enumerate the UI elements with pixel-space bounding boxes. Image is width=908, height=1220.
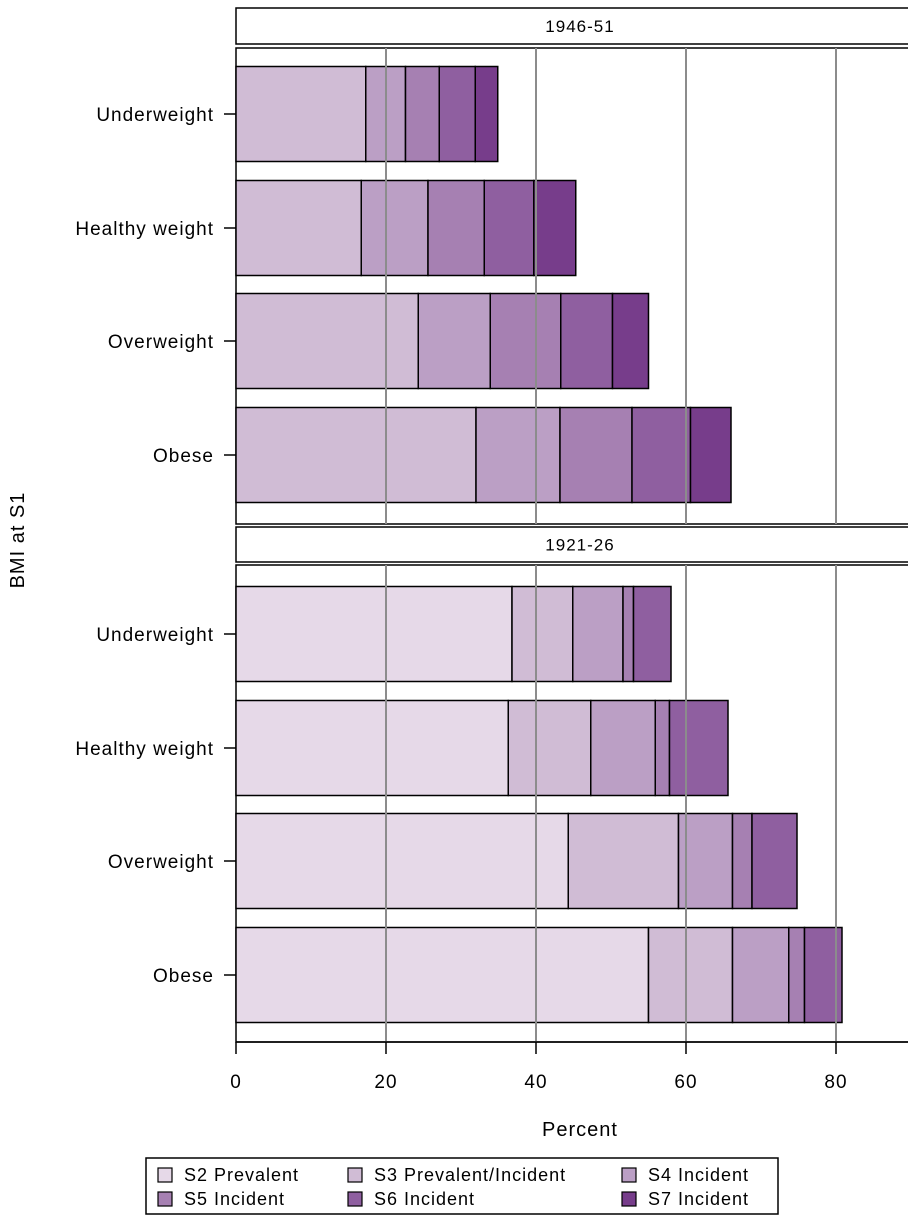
legend-swatch-s3-prevalent-incident bbox=[347, 1167, 363, 1183]
y-tick-label-healthy-weight: Healthy weight bbox=[75, 219, 214, 240]
bar-s6-incident-underweight bbox=[632, 585, 672, 683]
bar-s3-prevalent-incident-obese bbox=[235, 406, 477, 504]
x-tick-label-40: 40 bbox=[524, 1072, 547, 1093]
panel-header bbox=[235, 526, 908, 563]
y-tick-label-obese: Obese bbox=[153, 446, 214, 467]
legend-label-s7-incident: S7 Incident bbox=[648, 1189, 749, 1209]
bar-s4-incident-underweight bbox=[572, 585, 624, 683]
legend-label-s2-prevalent: S2 Prevalent bbox=[184, 1165, 299, 1185]
bar-s3-prevalent-incident-underweight bbox=[511, 585, 574, 683]
bar-s4-incident-healthy-weight bbox=[590, 699, 656, 797]
panel-1921-26: 1921-26 Underweight Healthy weight Overweig… bbox=[75, 526, 908, 1043]
x-tick-label-20: 20 bbox=[374, 1072, 397, 1093]
panel-label: 1946-51 bbox=[545, 17, 614, 36]
legend-label-s4-incident: S4 Incident bbox=[648, 1165, 749, 1185]
legend-label-s6-incident: S6 Incident bbox=[374, 1189, 475, 1209]
y-tick-label-underweight: Underweight bbox=[96, 105, 214, 126]
bar-s4-incident-overweight bbox=[417, 292, 491, 390]
bar-s7-incident-obese bbox=[689, 406, 732, 504]
bar-s7-incident-underweight bbox=[474, 65, 499, 163]
bar-s6-incident-healthy-weight bbox=[668, 699, 729, 797]
legend-swatch-s5-incident bbox=[157, 1191, 173, 1207]
bar-s2-prevalent-obese bbox=[235, 926, 650, 1024]
bar-s5-incident-healthy-weight bbox=[427, 179, 485, 277]
x-tick-label-80: 80 bbox=[824, 1072, 847, 1093]
bar-s6-incident-healthy-weight bbox=[483, 179, 535, 277]
bar-s5-incident-obese bbox=[788, 926, 806, 1024]
bar-s7-incident-overweight bbox=[611, 292, 650, 390]
legend-swatch-s7-incident bbox=[621, 1191, 637, 1207]
bar-s4-incident-overweight bbox=[677, 812, 734, 910]
bar-s4-incident-obese bbox=[475, 406, 561, 504]
panel-label: 1921-26 bbox=[545, 536, 614, 555]
legend-swatch-s2-prevalent bbox=[157, 1167, 173, 1183]
y-axis-title: BMI at S1 bbox=[7, 492, 29, 589]
panel-1946-51: 1946-51 Underweight Healthy weight Overweig… bbox=[75, 7, 908, 525]
bar-s3-prevalent-incident-overweight bbox=[235, 292, 419, 390]
bar-s6-incident-underweight bbox=[438, 65, 476, 163]
x-tick-label-0: 0 bbox=[230, 1072, 242, 1093]
bar-s4-incident-obese bbox=[731, 926, 790, 1024]
legend-label-s5-incident: S5 Incident bbox=[184, 1189, 285, 1209]
legend bbox=[145, 1157, 779, 1215]
bar-s4-incident-healthy-weight bbox=[360, 179, 429, 277]
bar-s2-prevalent-underweight bbox=[235, 585, 513, 683]
bar-s5-incident-healthy-weight bbox=[654, 699, 671, 797]
bar-s3-prevalent-incident-healthy-weight bbox=[507, 699, 592, 797]
bar-s3-prevalent-incident-underweight bbox=[235, 65, 367, 163]
bar-s2-prevalent-healthy-weight bbox=[235, 699, 509, 797]
y-tick-label-healthy-weight: Healthy weight bbox=[75, 739, 214, 760]
y-tick-label-overweight: Overweight bbox=[108, 852, 214, 873]
bar-s7-incident-healthy-weight bbox=[533, 179, 577, 277]
bar-s6-incident-overweight bbox=[560, 292, 614, 390]
bar-s5-incident-underweight bbox=[622, 585, 635, 683]
bar-s2-prevalent-overweight bbox=[235, 812, 569, 910]
bar-s5-incident-obese bbox=[559, 406, 633, 504]
y-tick-label-obese: Obese bbox=[153, 966, 214, 987]
legend-swatch-s6-incident bbox=[347, 1191, 363, 1207]
bar-s3-prevalent-incident-obese bbox=[647, 926, 734, 1024]
bar-s5-incident-overweight bbox=[489, 292, 562, 390]
panel-header bbox=[235, 7, 908, 45]
x-tick-label-60: 60 bbox=[674, 1072, 697, 1093]
y-tick-label-overweight: Overweight bbox=[108, 332, 214, 353]
y-tick-label-underweight: Underweight bbox=[96, 625, 214, 646]
legend-label-s3-prevalent-incident: S3 Prevalent/Incident bbox=[374, 1165, 566, 1185]
bar-s3-prevalent-incident-healthy-weight bbox=[235, 179, 362, 277]
bar-s5-incident-underweight bbox=[404, 65, 440, 163]
bar-s3-prevalent-incident-overweight bbox=[567, 812, 680, 910]
x-axis-title: Percent bbox=[542, 1119, 618, 1141]
bar-s6-incident-overweight bbox=[751, 812, 798, 910]
legend-swatch-s4-incident bbox=[621, 1167, 637, 1183]
bar-s5-incident-overweight bbox=[731, 812, 753, 910]
bar-s6-incident-obese bbox=[631, 406, 692, 504]
